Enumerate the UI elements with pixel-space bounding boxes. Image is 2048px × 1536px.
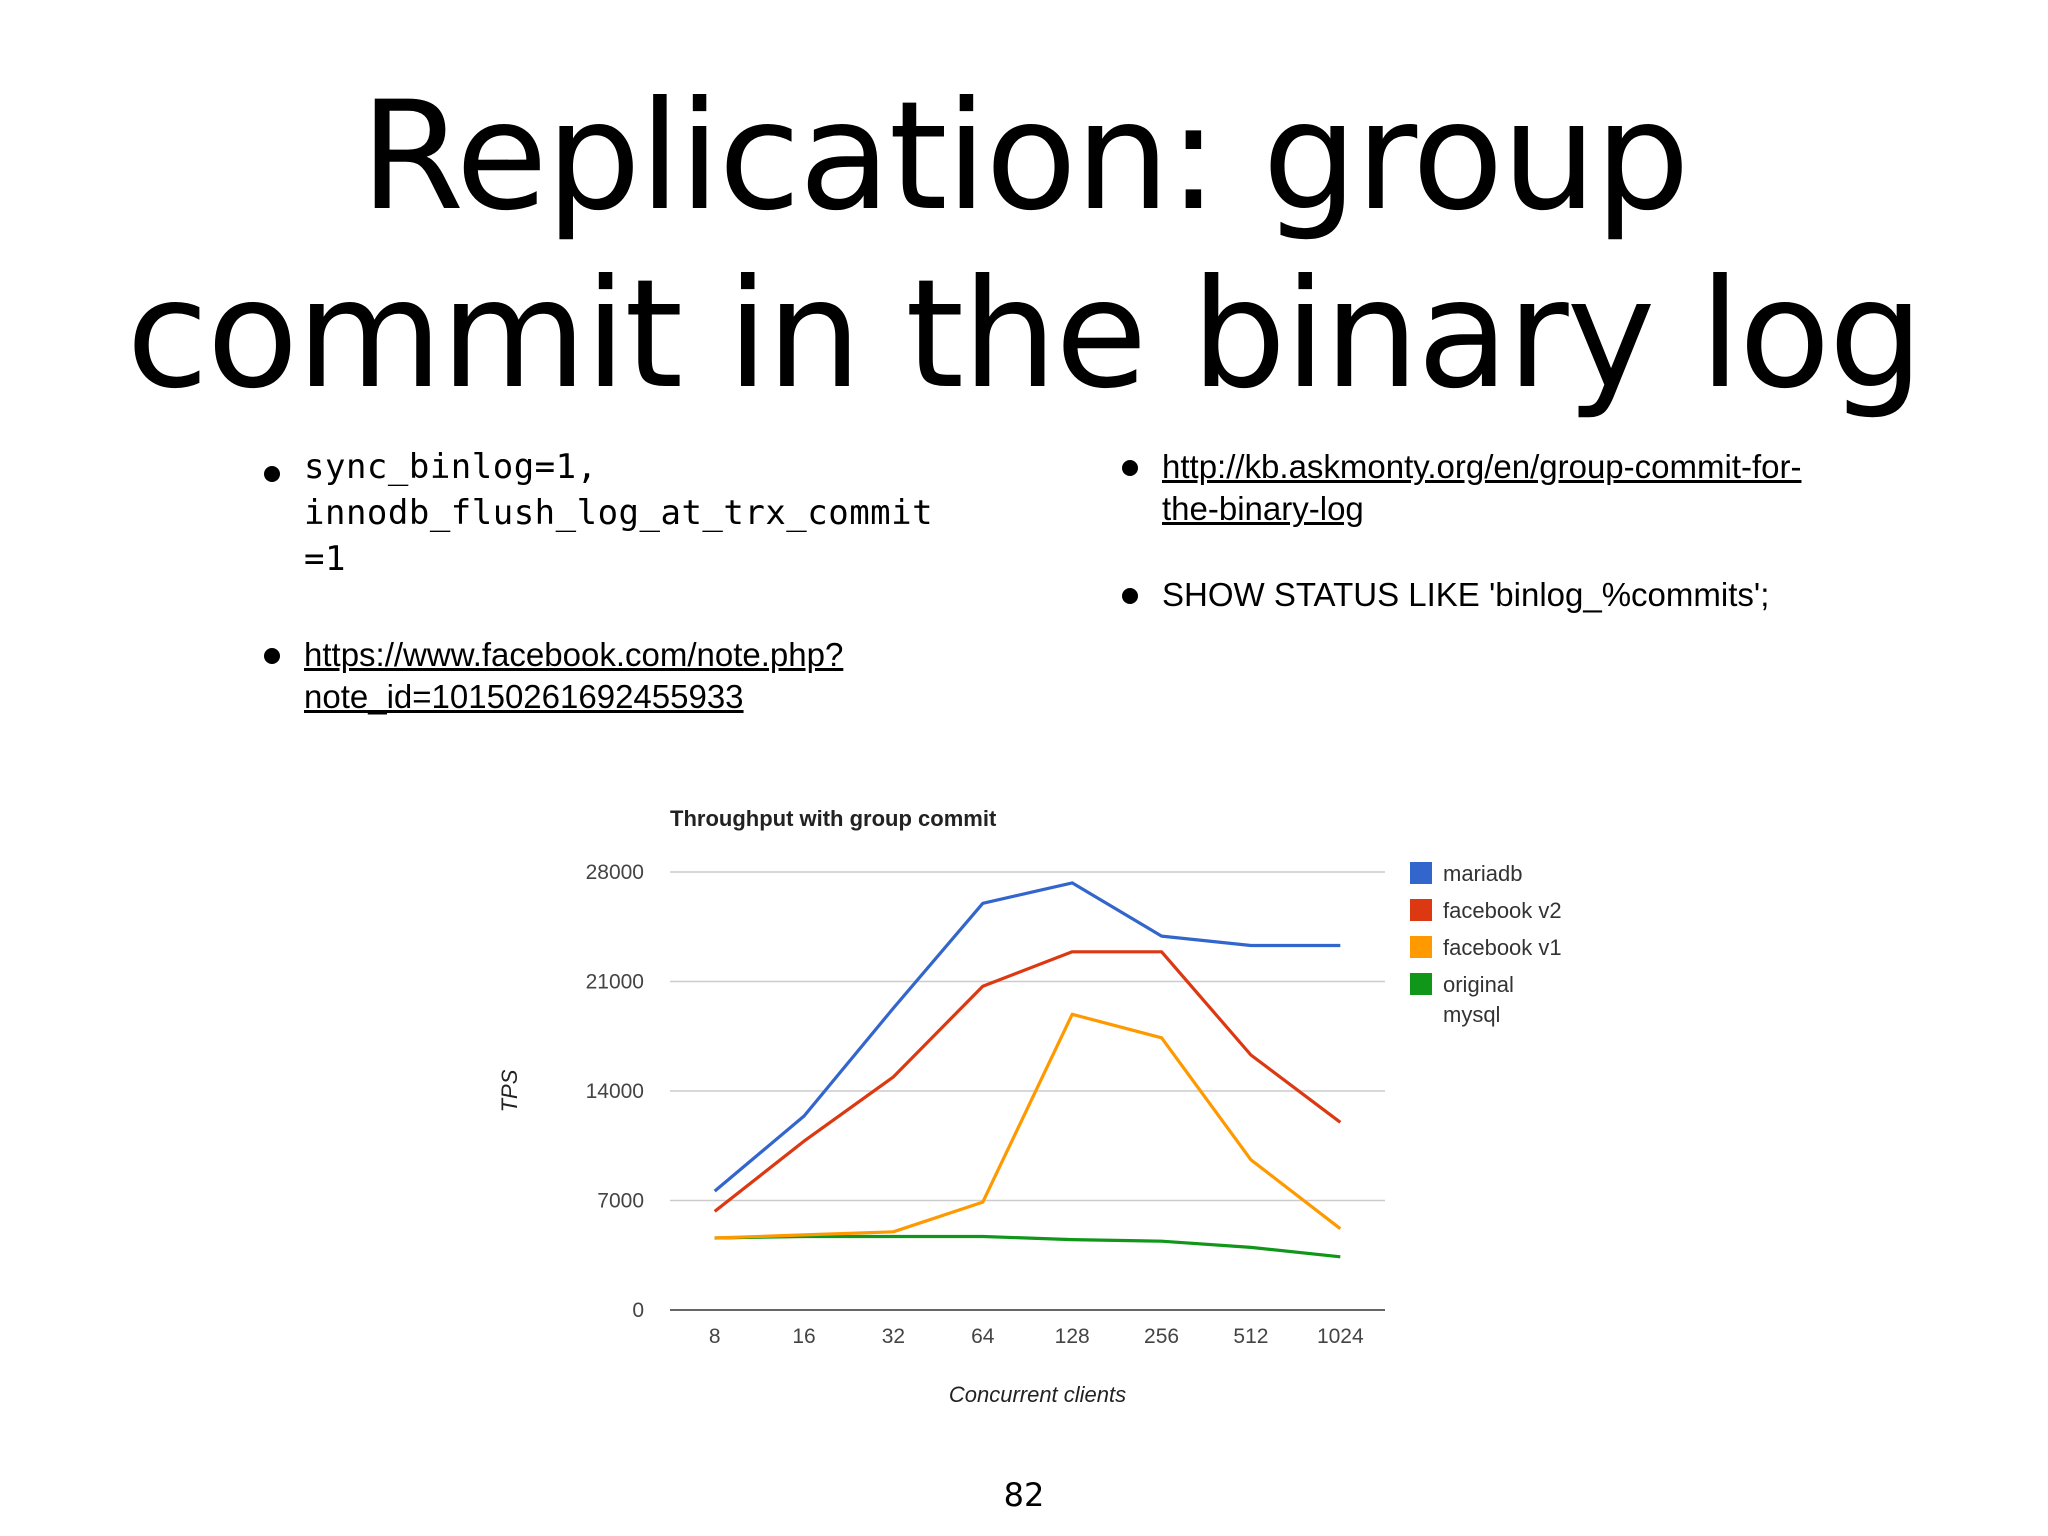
chart-title: Throughput with group commit [670,806,997,831]
left-bullet-list: sync_binlog=1, innodb_flush_log_at_trx_c… [258,444,1018,718]
x-tick-label: 64 [971,1325,995,1348]
legend-swatch-mariadb [1410,862,1432,884]
config-bullet: sync_binlog=1, innodb_flush_log_at_trx_c… [258,444,1018,582]
page-number: 82 [1003,1476,1045,1514]
y-tick-label: 7000 [597,1190,644,1213]
legend-label: mysql [1443,1002,1500,1027]
code-line-2: innodb_flush_log_at_trx_commit [304,493,934,533]
x-tick-label: 32 [882,1325,905,1348]
x-tick-label: 8 [709,1325,721,1348]
y-tick-label: 0 [632,1299,644,1322]
slide-title-line-2: commit in the binary log [126,248,1924,422]
legend-swatch-facebook-v1 [1410,936,1432,958]
facebook-link-line-2[interactable]: note_id=10150261692455933 [304,678,744,715]
show-status-bullet: SHOW STATUS LIKE 'binlog_%commits'; [1116,574,1876,616]
x-tick-label: 256 [1144,1325,1179,1348]
throughput-chart: Throughput with group commit 0 7000 14000 21… [490,790,1610,1430]
facebook-link-bullet[interactable]: https://www.facebook.com/note.php? note_… [258,634,1018,718]
facebook-link-line-1[interactable]: https://www.facebook.com/note.php? [304,636,844,673]
slide-title-line-1: Replication: group [360,70,1690,244]
legend-label: facebook v2 [1443,898,1562,923]
show-status-text: SHOW STATUS LIKE 'binlog_%commits'; [1162,576,1770,613]
right-bullet-list: http://kb.askmonty.org/en/group-commit-f… [1116,446,1876,616]
legend-swatch-facebook-v2 [1410,899,1432,921]
series-line-mariadb [713,881,1341,1193]
y-tick-label: 14000 [586,1080,644,1103]
kb-link-line-2[interactable]: the-binary-log [1162,490,1364,527]
x-tick-label: 128 [1055,1325,1090,1348]
series-line-original-mysql [714,1234,1341,1259]
y-axis-title: TPS [497,1069,522,1112]
code-line-1: sync_binlog=1, [304,447,598,487]
x-tick-label: 1024 [1317,1325,1364,1348]
throughput-chart-svg: Throughput with group commit 0 7000 14000 21… [497,806,1562,1407]
y-tick-label: 28000 [586,861,644,884]
kb-link-line-1[interactable]: http://kb.askmonty.org/en/group-commit-f… [1162,448,1802,485]
legend-swatch-original-mysql [1410,973,1432,995]
slide-title: Replication: group commit in the binary … [0,68,2048,424]
legend-label: facebook v1 [1443,935,1562,960]
series-line-facebook-v1 [714,1012,1342,1240]
x-axis-title: Concurrent clients [949,1382,1126,1407]
x-tick-label: 16 [792,1325,815,1348]
legend-label: original [1443,972,1514,997]
kb-link-bullet[interactable]: http://kb.askmonty.org/en/group-commit-f… [1116,446,1876,530]
x-tick-label: 512 [1233,1325,1268,1348]
legend-label: mariadb [1443,861,1522,886]
y-tick-label: 21000 [586,971,644,994]
series-line-facebook-v2 [713,950,1342,1213]
code-line-3: =1 [304,539,346,579]
